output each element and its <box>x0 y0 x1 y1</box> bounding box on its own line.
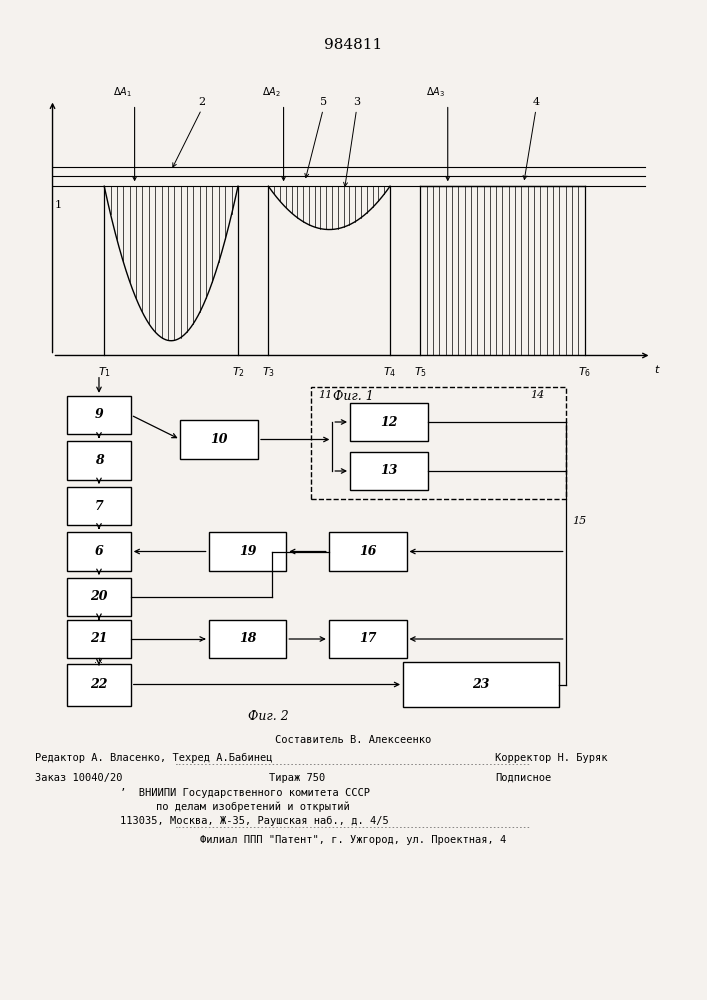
Bar <box>67 396 131 434</box>
Bar <box>180 420 258 459</box>
Text: 6: 6 <box>95 545 103 558</box>
Text: Фиг. 1: Фиг. 1 <box>333 390 374 403</box>
Bar <box>67 532 131 571</box>
Text: Подписное: Подписное <box>495 773 551 783</box>
Text: 4: 4 <box>532 97 539 107</box>
Text: по делам изобретений и открытий: по делам изобретений и открытий <box>156 802 349 812</box>
Text: 20: 20 <box>90 590 107 603</box>
Bar <box>350 452 428 490</box>
Text: $\Delta A_2$: $\Delta A_2$ <box>262 85 281 99</box>
Text: 8: 8 <box>95 454 103 467</box>
Text: $T_4$: $T_4$ <box>383 365 397 379</box>
Text: 23: 23 <box>472 678 489 691</box>
Bar <box>329 620 407 658</box>
Text: Корректор Н. Буряк: Корректор Н. Буряк <box>495 753 607 763</box>
Text: 9: 9 <box>95 408 103 422</box>
Bar <box>209 620 286 658</box>
Text: $T_5$: $T_5$ <box>414 365 427 379</box>
Text: --------------------------------------------------------------------------------: ----------------------------------------… <box>175 762 532 767</box>
Text: 1: 1 <box>54 200 62 210</box>
Text: ’  ВНИИПИ Государственного комитета СССР: ’ ВНИИПИ Государственного комитета СССР <box>120 788 370 798</box>
Text: $T_2$: $T_2$ <box>231 365 245 379</box>
Bar <box>329 532 407 571</box>
Bar <box>67 578 131 616</box>
Text: 14: 14 <box>530 389 544 399</box>
Text: 5: 5 <box>320 97 327 107</box>
Text: 17: 17 <box>359 633 376 646</box>
Text: 13: 13 <box>380 464 397 478</box>
Text: 22: 22 <box>90 678 107 691</box>
Text: $T_1$: $T_1$ <box>98 365 111 379</box>
Text: Заказ 10040/20: Заказ 10040/20 <box>35 773 123 783</box>
Bar <box>67 487 131 525</box>
Text: 19: 19 <box>239 545 256 558</box>
Text: Фиг. 2: Фиг. 2 <box>248 710 289 722</box>
Text: $\Delta A_3$: $\Delta A_3$ <box>426 85 445 99</box>
Bar <box>67 620 131 658</box>
Text: 3: 3 <box>353 97 360 107</box>
Text: 984811: 984811 <box>325 38 382 52</box>
Text: $T_6$: $T_6$ <box>578 365 591 379</box>
Text: Составитель В. Алексеенко: Составитель В. Алексеенко <box>275 735 432 745</box>
Text: $T_3$: $T_3$ <box>262 365 275 379</box>
Text: 7: 7 <box>95 499 103 512</box>
Text: Редактор А. Власенко, Техред А.Бабинец: Редактор А. Власенко, Техред А.Бабинец <box>35 753 273 763</box>
Text: 12: 12 <box>380 416 397 428</box>
Text: $t$: $t$ <box>655 363 661 375</box>
Bar <box>209 532 286 571</box>
Text: Филиал ППП "Патент", г. Ужгород, ул. Проектная, 4: Филиал ППП "Патент", г. Ужгород, ул. Про… <box>200 835 507 845</box>
Text: 16: 16 <box>359 545 376 558</box>
Bar <box>67 664 131 706</box>
Text: 10: 10 <box>211 433 228 446</box>
Bar <box>350 403 428 441</box>
Text: 113035, Москва, Ж-35, Раушская наб., д. 4/5: 113035, Москва, Ж-35, Раушская наб., д. … <box>120 816 389 826</box>
Bar <box>403 662 559 707</box>
Text: 21: 21 <box>90 633 107 646</box>
Text: $\Delta A_1$: $\Delta A_1$ <box>113 85 132 99</box>
Text: 15: 15 <box>573 516 587 526</box>
Text: 18: 18 <box>239 633 256 646</box>
Text: 2: 2 <box>198 97 205 107</box>
Text: 11: 11 <box>318 389 332 399</box>
Text: Тираж 750: Тираж 750 <box>269 773 325 783</box>
Text: --------------------------------------------------------------------------------: ----------------------------------------… <box>175 825 532 830</box>
Bar <box>67 441 131 480</box>
Text: ...: ... <box>95 655 103 665</box>
